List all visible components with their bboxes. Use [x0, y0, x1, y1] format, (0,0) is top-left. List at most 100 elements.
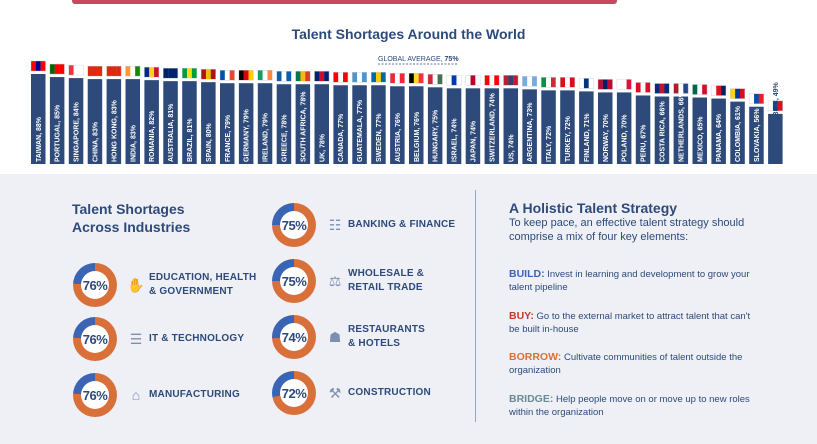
flag-icon: [200, 68, 216, 80]
bottom-panel: [0, 174, 817, 444]
flag-icon: [560, 77, 575, 88]
flag-icon: [49, 63, 65, 75]
percentage-value: 75%: [280, 267, 308, 295]
strategy-title: A Holistic Talent Strategy: [509, 200, 678, 216]
bar-label: CHINA, 83%: [92, 121, 99, 162]
bar: [409, 86, 424, 164]
flag-icon: [163, 67, 179, 79]
industries-title: Talent Shortages Across Industries: [72, 201, 191, 235]
bar-label: COLOMBIA, 61%: [735, 105, 742, 162]
strategy-text: Help people move on or move up to new ro…: [509, 394, 750, 418]
bar: [711, 98, 726, 164]
industry-label: WHOLESALE & RETAIL TRADE: [348, 268, 425, 293]
industry-label: MANUFACTURING: [149, 389, 240, 400]
bar-label: CANADA, 77%: [338, 113, 345, 162]
industry-label: EDUCATION, HEALTH & GOVERNMENT: [149, 272, 257, 297]
tools-icon: ⚒: [328, 384, 342, 401]
flag-icon: [68, 64, 84, 76]
strategy-text: Go to the external market to attract tal…: [509, 311, 751, 335]
bar: [220, 83, 235, 164]
flag-icon: [749, 93, 764, 104]
cart-icon: ⚖: [328, 272, 342, 289]
bar: [238, 83, 254, 164]
factory-icon: ⌂: [131, 387, 141, 403]
hotel-icon: ☗: [328, 328, 342, 345]
percentage-ring: 76%: [73, 263, 117, 307]
bar: [163, 81, 178, 164]
bar: [257, 83, 273, 164]
percentage-ring: 75%: [272, 259, 316, 303]
percentage-ring: 76%: [73, 317, 117, 361]
bar-label: PANAMA, 64%: [716, 113, 723, 162]
bar: [465, 88, 481, 164]
percentage-value: 74%: [280, 323, 308, 351]
bar: [484, 88, 500, 164]
bar-label: SWEDEN, 77%: [376, 113, 383, 162]
flag-icon: [181, 67, 197, 79]
flag-icon: [654, 83, 670, 94]
percentage-value: 76%: [81, 271, 109, 299]
strategy-buy: BUY: Go to the external market to attrac…: [509, 310, 759, 336]
bar: [31, 74, 46, 164]
flag-icon: [597, 79, 613, 90]
bar-label: HONG KONG, 83%: [111, 99, 118, 162]
bar-label: GREECE, 78%: [281, 114, 288, 162]
bar: [503, 88, 518, 164]
flag-icon: [125, 65, 141, 77]
strategy-build: BUILD: Invest in learning and developmen…: [509, 268, 759, 294]
bar: [446, 88, 462, 164]
industry-item: 76% ☰ IT & TECHNOLOGY: [73, 317, 244, 361]
bar: [144, 80, 159, 164]
industry-label: CONSTRUCTION: [348, 387, 431, 398]
flag-icon: [767, 100, 783, 112]
industry-item: 76% ✋ EDUCATION, HEALTH & GOVERNMENT: [73, 263, 256, 307]
bar-label: TAIWAN, 88%: [36, 116, 43, 162]
flag-icon: [503, 75, 519, 86]
bar: [541, 90, 556, 164]
industry-label: IT & TECHNOLOGY: [149, 333, 245, 344]
bar: [87, 79, 103, 164]
top-accent-bar: [72, 0, 617, 4]
bar: [635, 95, 651, 164]
bar-label: FINLAND, 71%: [584, 113, 591, 162]
strategy-bridge: BRIDGE: Help people move on or move up t…: [509, 393, 759, 419]
bank-chart-icon: ☷: [328, 216, 342, 233]
flag-icon: [257, 70, 273, 81]
bar-label: BRAZIL, 81%: [187, 118, 194, 162]
bar: [314, 84, 329, 164]
section-divider: [475, 190, 476, 422]
industry-item: 72% ⚒ CONSTRUCTION: [272, 371, 431, 415]
bar-label: US, 74%: [508, 134, 515, 162]
strategy-key: BUILD:: [509, 268, 545, 280]
bar: [616, 92, 632, 164]
percentage-value: 76%: [81, 381, 109, 409]
bar-label: ITALY, 72%: [546, 125, 553, 162]
flag-icon: [408, 73, 424, 84]
percentage-value: 76%: [81, 325, 109, 353]
bar-label: CZECH REPUBLIC, 49%: [773, 81, 780, 162]
bar-label: COSTA RICA, 66%: [659, 101, 666, 162]
bar: [522, 89, 537, 164]
bar: [201, 82, 216, 164]
flag-icon: [484, 75, 500, 86]
percentage-ring: 75%: [272, 203, 316, 247]
bar: [182, 81, 197, 164]
strategy-intro: To keep pace, an effective talent strate…: [509, 217, 745, 243]
bar-label: UK, 78%: [319, 133, 326, 162]
flag-icon: [314, 71, 330, 82]
flag-icon: [106, 65, 122, 77]
bar-label: PERU, 67%: [641, 124, 648, 162]
bar: [560, 90, 575, 164]
flag-icon: [427, 74, 443, 85]
bar: [68, 78, 84, 164]
industry-label: RESTAURANTS & HOTELS: [348, 324, 426, 349]
chart-title: Talent Shortages Around the World: [291, 26, 526, 42]
bar: [333, 85, 348, 164]
flag-icon: [219, 70, 235, 81]
strategy-text: Invest in learning and development to gr…: [509, 269, 750, 293]
flag-icon: [578, 78, 594, 89]
bar-label: SPAIN, 80%: [206, 122, 213, 162]
bar-label: POLAND, 70%: [622, 114, 629, 162]
bar-label: ARGENTINA, 73%: [527, 102, 534, 162]
flag-icon: [711, 85, 727, 96]
